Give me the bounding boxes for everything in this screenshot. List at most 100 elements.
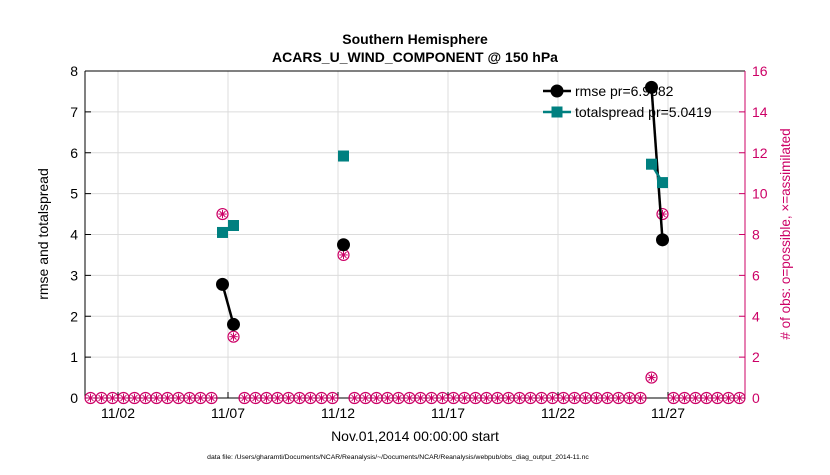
obs-assimilated-mark: [142, 394, 149, 402]
obs-assimilated-mark: [318, 394, 325, 402]
obs-marker: [106, 391, 119, 405]
obs-assimilated-mark: [604, 394, 611, 402]
obs-assimilated-mark: [648, 374, 655, 381]
obs-possible-circle: [634, 391, 647, 405]
obs-assimilated-mark: [736, 394, 743, 402]
legend-rmse-label: rmse pr=6.9682: [575, 83, 674, 99]
rmse-point: [227, 317, 240, 331]
obs-marker: [491, 391, 504, 405]
obs-marker: [623, 391, 636, 405]
obs-possible-circle: [645, 371, 658, 384]
obs-assimilated-mark: [714, 394, 721, 402]
obs-marker: [689, 391, 702, 405]
obs-assimilated-mark: [461, 394, 468, 402]
rmse-point: [656, 233, 669, 247]
obs-marker: [282, 391, 295, 405]
obs-assimilated-mark: [450, 394, 457, 402]
obs-marker: [458, 391, 471, 405]
x-tick-label: 11/27: [651, 405, 685, 421]
obs-assimilated-mark: [153, 394, 160, 402]
obs-assimilated-mark: [406, 394, 413, 402]
obs-possible-circle: [216, 207, 229, 221]
obs-marker: [183, 391, 196, 405]
obs-marker: [337, 248, 350, 262]
obs-assimilated-mark: [670, 394, 677, 402]
obs-marker: [436, 391, 449, 405]
obs-possible-circle: [227, 330, 240, 343]
totalspread-point: [657, 177, 668, 189]
obs-marker: [359, 391, 372, 405]
x-tick-label: 11/17: [431, 405, 465, 421]
obs-marker: [601, 391, 614, 405]
obs-assimilated-mark: [395, 394, 402, 402]
obs-assimilated-mark: [593, 394, 600, 402]
y-tick-label-left: 4: [70, 227, 78, 243]
obs-marker: [733, 391, 746, 405]
obs-assimilated-mark: [208, 394, 215, 402]
obs-assimilated-mark: [252, 394, 259, 402]
obs-marker: [722, 391, 735, 405]
obs-marker: [95, 391, 108, 405]
obs-marker: [249, 391, 262, 405]
chart-title-line2: ACARS_U_WIND_COMPONENT @ 150 hPa: [272, 49, 558, 65]
obs-assimilated-mark: [505, 394, 512, 402]
obs-assimilated-mark: [219, 210, 226, 218]
obs-marker: [524, 391, 537, 405]
obs-assimilated-mark: [615, 394, 622, 402]
obs-marker: [348, 391, 361, 405]
legend-rmse-marker: [550, 84, 564, 98]
obs-marker: [128, 391, 141, 405]
obs-marker: [392, 391, 405, 405]
legend: rmse pr=6.9682 totalspread pr=5.0419: [543, 83, 712, 120]
y-tick-label-right: 10: [752, 186, 768, 202]
obs-assimilated-mark: [494, 394, 501, 402]
totalspread-point: [338, 150, 349, 162]
totalspread-point: [646, 158, 657, 170]
obs-marker: [502, 391, 515, 405]
obs-assimilated-mark: [263, 394, 270, 402]
obs-marker: [238, 391, 251, 405]
obs-assimilated-mark: [87, 394, 94, 402]
obs-assimilated-mark: [428, 394, 435, 402]
y-tick-label-right: 12: [752, 145, 768, 161]
obs-marker: [414, 391, 427, 405]
obs-assimilated-mark: [329, 394, 336, 402]
obs-marker: [227, 330, 240, 343]
obs-assimilated-mark: [186, 394, 193, 402]
legend-totalspread-label: totalspread pr=5.0419: [575, 104, 712, 120]
y-tick-label-left: 5: [70, 186, 78, 202]
x-tick-label: 11/02: [101, 405, 135, 421]
obs-marker: [150, 391, 163, 405]
obs-marker: [161, 391, 174, 405]
obs-marker: [194, 391, 207, 405]
y-tick-label-left: 6: [70, 145, 78, 161]
y-tick-label-right: 14: [752, 104, 768, 120]
obs-marker: [513, 391, 526, 405]
y-tick-label-right: 2: [752, 349, 760, 365]
obs-assimilated-mark: [274, 394, 281, 402]
obs-assimilated-mark: [549, 394, 556, 402]
obs-assimilated-mark: [527, 394, 534, 402]
obs-assimilated-mark: [538, 394, 545, 402]
obs-marker: [425, 391, 438, 405]
obs-assimilated-mark: [197, 394, 204, 402]
obs-marker: [667, 391, 680, 405]
obs-marker: [711, 391, 724, 405]
series-layer: [216, 80, 669, 331]
obs-assimilated-mark: [703, 394, 710, 402]
y-tick-label-right: 6: [752, 267, 760, 283]
obs-marker: [172, 391, 185, 405]
obs-possible-circle: [733, 391, 746, 405]
obs-marker: [293, 391, 306, 405]
x-tick-label: 11/12: [321, 405, 355, 421]
obs-assimilated-mark: [373, 394, 380, 402]
obs-marker: [315, 391, 328, 405]
y-tick-label-right: 16: [752, 63, 768, 79]
obs-marker: [216, 207, 229, 221]
footer-data-file: data file: /Users/gharamti/Documents/NCA…: [207, 454, 589, 461]
obs-marker: [678, 391, 691, 405]
obs-assimilated-mark: [230, 333, 237, 340]
obs-assimilated-mark: [241, 394, 248, 402]
obs-marker: [403, 391, 416, 405]
